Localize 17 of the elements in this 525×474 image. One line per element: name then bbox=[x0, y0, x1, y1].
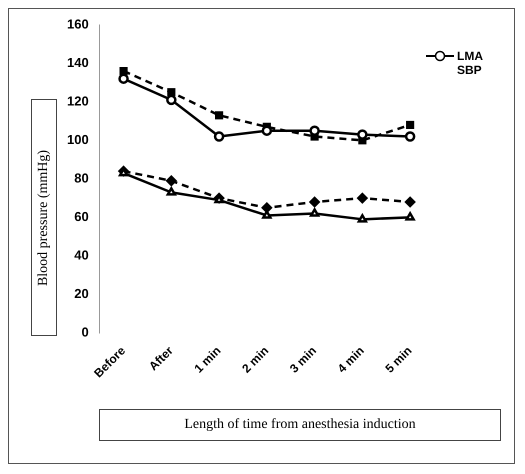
y-tick-label: 120 bbox=[66, 93, 89, 108]
y-tick-label: 0 bbox=[81, 324, 89, 340]
y-tick-label: 140 bbox=[66, 54, 89, 70]
x-axis-title: Length of time from anesthesia induction bbox=[99, 409, 501, 441]
legend-label: LMA SBP bbox=[457, 49, 484, 77]
y-tick-label: 160 bbox=[66, 16, 89, 32]
x-tick-label: 5 min bbox=[382, 344, 415, 376]
y-tick-label: 60 bbox=[74, 208, 89, 224]
y-tick-label: 80 bbox=[74, 170, 89, 186]
y-tick-label: 40 bbox=[74, 247, 89, 262]
y-axis-title: Blood pressure (mmHg) bbox=[36, 149, 52, 286]
y-tick-label: 20 bbox=[74, 286, 89, 301]
x-tick-label: 1 min bbox=[191, 344, 224, 376]
x-tick-label: 4 min bbox=[334, 344, 367, 376]
y-tick-label: 100 bbox=[66, 132, 89, 147]
x-tick-label: 3 min bbox=[287, 344, 320, 376]
x-tick-label: 2 min bbox=[239, 344, 272, 376]
